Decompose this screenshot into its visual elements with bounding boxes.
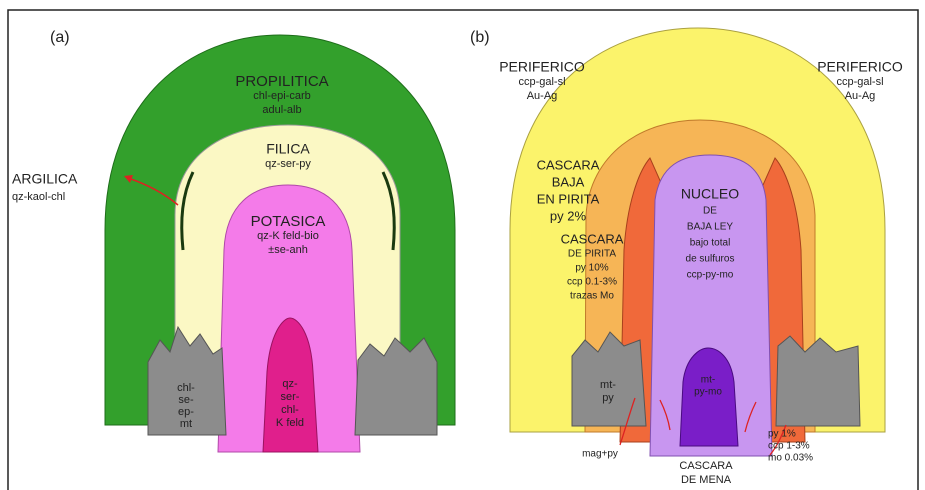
label: mag+py [582, 449, 618, 460]
label: CASCARA [561, 231, 624, 246]
label: (a) [50, 29, 70, 46]
margin-rock [776, 336, 860, 426]
label: DE [703, 206, 717, 217]
label: qz-ser-py [265, 158, 311, 170]
label: chl- [177, 382, 195, 394]
label: ser- [281, 391, 300, 403]
label: ccp-gal-sl [518, 76, 565, 88]
label: mt- [600, 379, 616, 391]
label: DE MENA [681, 474, 732, 486]
margin-rock [355, 338, 437, 435]
label: NUCLEO [681, 186, 739, 202]
label: ±se-anh [268, 244, 308, 256]
label: chl- [281, 404, 299, 416]
label: ccp 0.1-3% [567, 277, 617, 288]
label: mt- [701, 375, 715, 386]
label: POTASICA [251, 213, 326, 230]
label: ep- [178, 406, 194, 418]
label: BAJA LEY [687, 222, 733, 233]
label: ccp-gal-sl [836, 76, 883, 88]
label: qz-K feld-bio [257, 230, 319, 242]
label: ccp-py-mo [687, 270, 734, 281]
label: de sulfuros [686, 254, 735, 265]
label: Au-Ag [527, 90, 558, 102]
label: mt [180, 418, 192, 430]
label: se- [178, 394, 194, 406]
label: ARGILICA [12, 171, 78, 187]
label: chl-epi-carb [253, 90, 310, 102]
label: PERIFERICO [817, 59, 903, 75]
label: qz- [282, 378, 298, 390]
label: py 2% [550, 208, 587, 223]
label: PROPILITICA [235, 73, 328, 90]
label: py [602, 392, 614, 404]
label: py-mo [694, 387, 722, 398]
label: Au-Ag [845, 90, 876, 102]
label: DE PIRITA [568, 249, 616, 260]
diagram: PROPILITICAchl-epi-carbadul-albFILICAqz-… [0, 0, 925, 490]
label: trazas Mo [570, 291, 614, 302]
label: py 1% [768, 429, 796, 440]
label: PERIFERICO [499, 59, 585, 75]
label: adul-alb [262, 104, 301, 116]
label: ccp 1-3% [768, 441, 810, 452]
label: K feld [276, 417, 304, 429]
label: bajo total [690, 238, 731, 249]
label: CASCARA [537, 157, 600, 172]
label: qz-kaol-chl [12, 191, 65, 203]
label: BAJA [552, 174, 585, 189]
label: (b) [470, 29, 490, 46]
label: CASCARA [679, 460, 733, 472]
label: py 10% [575, 263, 608, 274]
label: EN PIRITA [537, 191, 600, 206]
label: mo 0.03% [768, 453, 813, 464]
label: FILICA [266, 141, 310, 157]
